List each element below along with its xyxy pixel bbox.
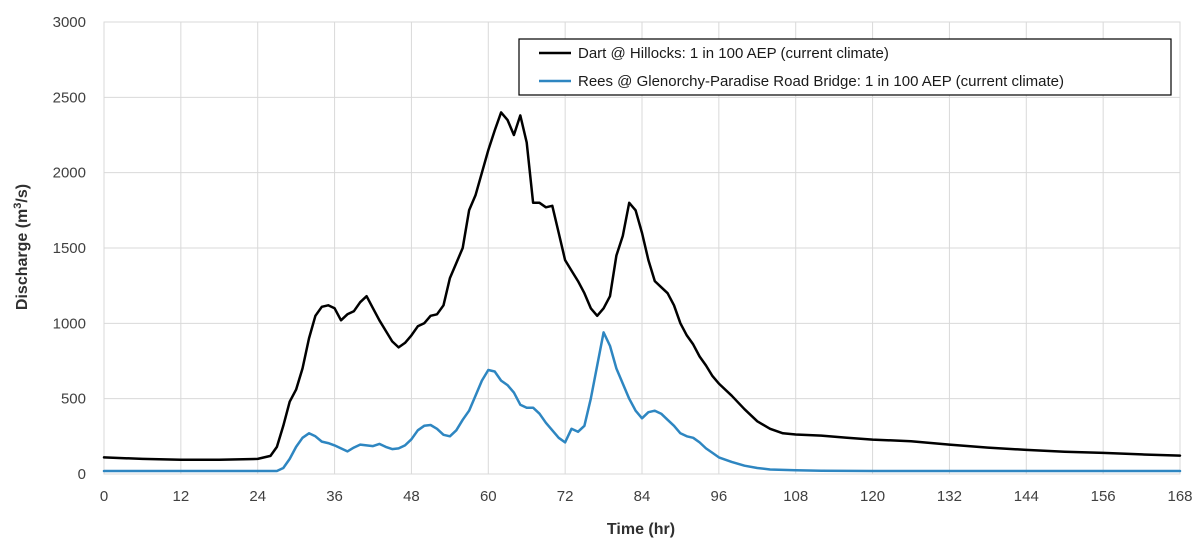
series-lines (102, 111, 1182, 473)
x-tick-label: 120 (860, 488, 885, 505)
y-tick-label: 1500 (53, 240, 86, 257)
chart-legend: Dart @ Hillocks: 1 in 100 AEP (current c… (518, 38, 1172, 96)
y-tick-label: 3000 (53, 14, 86, 31)
y-tick-label: 500 (61, 391, 86, 408)
x-tick-label: 0 (100, 488, 108, 505)
y-axis-title-main: Discharge (m (14, 209, 31, 310)
legend-label-rees: Rees @ Glenorchy-Paradise Road Bridge: 1… (578, 73, 1064, 90)
x-tick-label: 36 (326, 488, 343, 505)
x-tick-label: 108 (783, 488, 808, 505)
y-tick-label: 1000 (53, 315, 86, 332)
y-axis-title: Discharge (m3/s) (12, 184, 31, 310)
y-tick-label: 2000 (53, 165, 86, 182)
x-axis-title: Time (hr) (607, 521, 675, 538)
x-tick-label: 144 (1014, 488, 1039, 505)
legend-label-dart: Dart @ Hillocks: 1 in 100 AEP (current c… (578, 45, 889, 62)
y-axis-tick-labels: 0 500 1000 1500 2000 2500 3000 (53, 14, 86, 483)
x-axis-tick-labels: 0 12 24 36 48 60 72 84 96 108 120 132 144 156 168 (100, 488, 1193, 505)
plot-area-border (103, 21, 1181, 475)
legend-box (518, 38, 1172, 96)
y-axis-title-superscript: 3 (12, 203, 24, 209)
x-tick-label: 72 (557, 488, 574, 505)
x-tick-label: 84 (634, 488, 651, 505)
y-axis-title-tail: /s) (14, 184, 31, 203)
x-tick-label: 132 (937, 488, 962, 505)
x-tick-label: 60 (480, 488, 497, 505)
y-tick-label: 2500 (53, 89, 86, 106)
x-tick-label: 156 (1091, 488, 1116, 505)
series-line-dart (102, 111, 1182, 461)
y-tick-label: 0 (78, 466, 86, 483)
x-tick-label: 12 (173, 488, 190, 505)
series-line-rees (102, 331, 1182, 473)
x-tick-label: 48 (403, 488, 420, 505)
x-tick-label: 168 (1167, 488, 1192, 505)
x-tick-label: 24 (249, 488, 266, 505)
x-tick-label: 96 (711, 488, 728, 505)
